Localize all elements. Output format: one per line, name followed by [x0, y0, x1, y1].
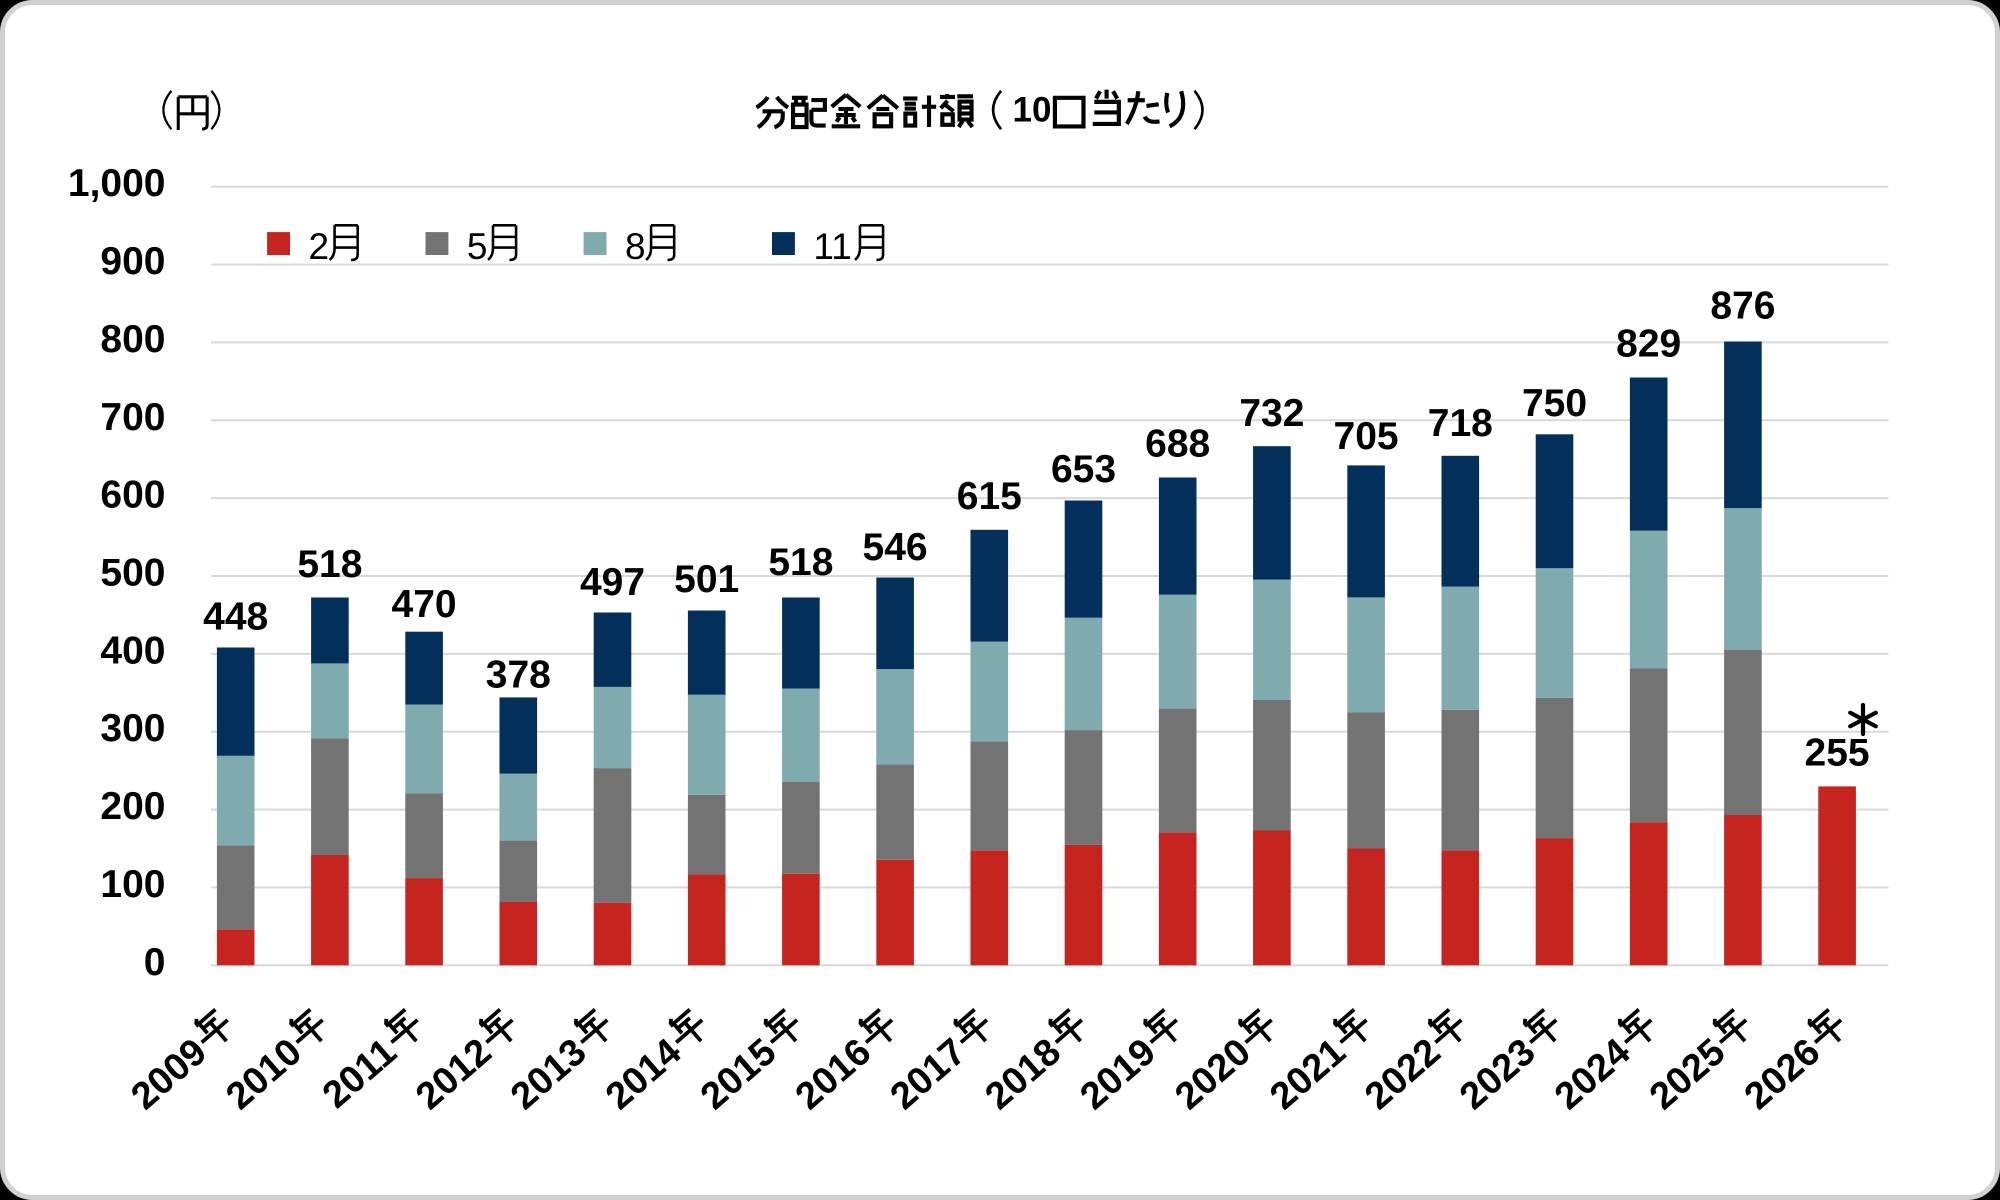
svg-text:800: 800 — [100, 318, 165, 361]
svg-text:518: 518 — [768, 541, 833, 584]
svg-text:1,000: 1,000 — [68, 162, 166, 205]
svg-text:900: 900 — [100, 240, 165, 283]
svg-text:750: 750 — [1522, 382, 1587, 425]
svg-text:2: 2 — [309, 226, 330, 267]
svg-text:546: 546 — [863, 526, 928, 569]
svg-text:653: 653 — [1051, 448, 1116, 491]
svg-text:378: 378 — [486, 653, 551, 696]
svg-text:688: 688 — [1145, 422, 1210, 465]
svg-text:501: 501 — [674, 558, 739, 601]
svg-text:0: 0 — [144, 941, 166, 984]
svg-text:448: 448 — [203, 596, 268, 639]
svg-text:600: 600 — [100, 474, 165, 517]
svg-text:700: 700 — [100, 396, 165, 439]
svg-text:705: 705 — [1334, 415, 1399, 458]
svg-text:255: 255 — [1805, 732, 1870, 775]
svg-text:497: 497 — [580, 561, 645, 604]
svg-text:518: 518 — [297, 543, 362, 586]
svg-text:200: 200 — [100, 785, 165, 828]
svg-text:470: 470 — [392, 583, 457, 626]
svg-text:8: 8 — [625, 226, 646, 267]
svg-text:10: 10 — [1013, 91, 1052, 130]
svg-text:300: 300 — [100, 707, 165, 750]
svg-text:829: 829 — [1616, 323, 1681, 366]
svg-text:100: 100 — [100, 863, 165, 906]
svg-text:5: 5 — [467, 226, 488, 267]
svg-text:500: 500 — [100, 552, 165, 595]
svg-text:876: 876 — [1710, 284, 1775, 327]
svg-text:11: 11 — [813, 226, 851, 267]
svg-text:732: 732 — [1239, 392, 1304, 435]
svg-text:718: 718 — [1428, 402, 1493, 445]
svg-text:615: 615 — [957, 475, 1022, 518]
svg-text:400: 400 — [100, 629, 165, 672]
